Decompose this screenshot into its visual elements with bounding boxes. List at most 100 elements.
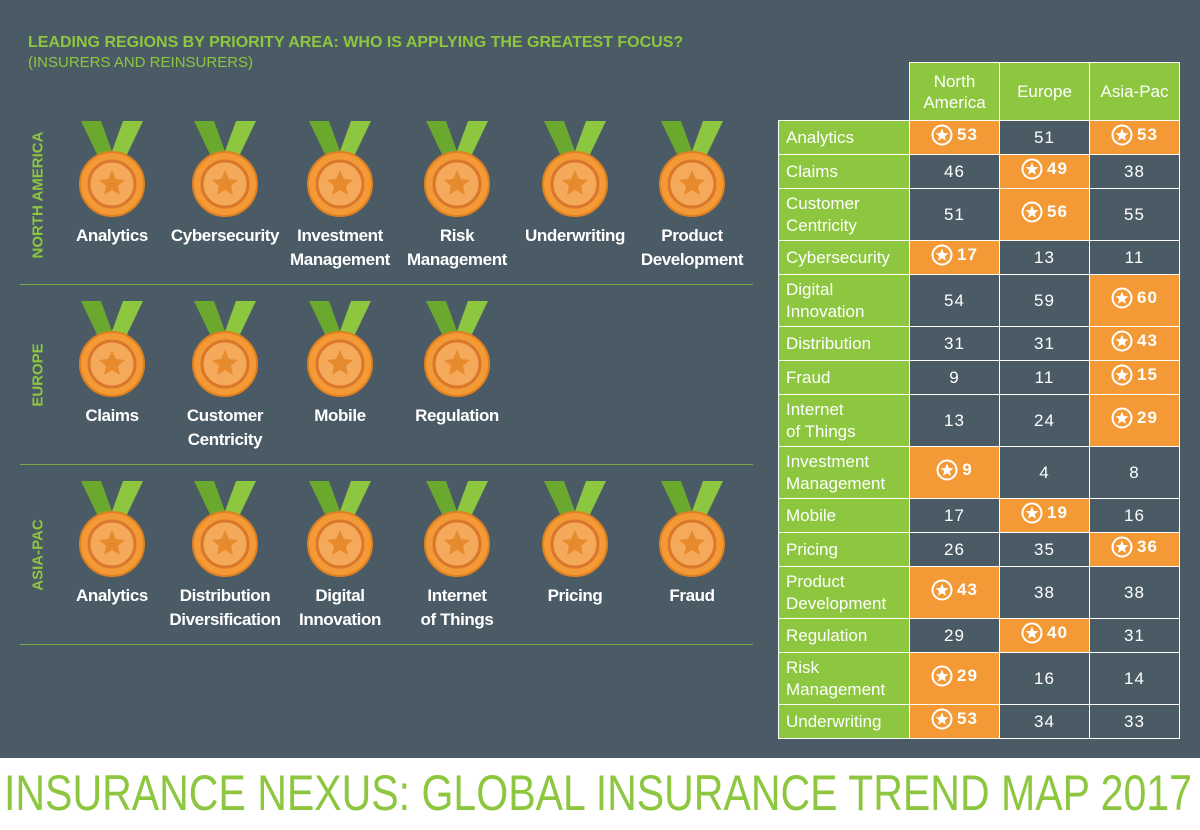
medal-label: Fraud [669, 586, 715, 605]
medal [305, 301, 375, 401]
medal-label: Risk Management [407, 226, 507, 269]
leader-cell: 29 [909, 652, 1000, 705]
region-label: EUROPE [29, 343, 47, 407]
table-row: Analytics 53 51 53 [778, 120, 1180, 155]
table-row: Customer Centricity 51 56 55 [778, 188, 1180, 241]
star-icon [1111, 287, 1133, 309]
star-icon [1021, 158, 1043, 180]
star-icon [1111, 124, 1133, 146]
cell-value: 36 [1137, 537, 1158, 556]
row-label: Distribution [778, 326, 910, 361]
medal [422, 301, 492, 401]
cell-value: 53 [957, 709, 978, 728]
region-label: NORTH AMERICA [29, 131, 47, 259]
star-icon [1111, 364, 1133, 386]
leader-cell: 36 [1089, 532, 1180, 567]
leader-wrap: 43 [931, 579, 978, 601]
medal [190, 481, 260, 581]
cell-value: 26 [909, 532, 1000, 567]
cell-value: 38 [1089, 566, 1180, 619]
blank-header [779, 63, 910, 121]
medal [77, 481, 147, 581]
medal-label: Underwriting [524, 226, 626, 245]
row-label: Underwriting [778, 704, 910, 739]
medal-label: Claims [85, 406, 139, 425]
medal [540, 481, 610, 581]
row-label: Digital Innovation [778, 274, 910, 327]
cell-value: 9 [962, 460, 973, 479]
cell-value: 34 [999, 704, 1090, 739]
row-label: Regulation [778, 618, 910, 653]
leader-cell: 15 [1089, 360, 1180, 395]
leader-cell: 17 [909, 240, 1000, 275]
leader-cell: 56 [999, 188, 1090, 241]
leader-cell: 53 [909, 120, 1000, 155]
column-header: Europe [999, 62, 1090, 121]
row-label: Pricing [778, 532, 910, 567]
cell-value: 54 [909, 274, 1000, 327]
leader-cell: 53 [909, 704, 1000, 739]
cell-value: 51 [909, 188, 1000, 241]
medal-label: Pricing [547, 586, 603, 605]
table-row: Regulation 29 40 31 [778, 618, 1180, 653]
table-row: Risk Management 29 16 14 [778, 652, 1180, 705]
medal-label: Regulation [415, 406, 499, 425]
star-icon [1111, 536, 1133, 558]
separator [20, 284, 753, 285]
row-label: Mobile [778, 498, 910, 533]
column-header: Asia-Pac [1089, 62, 1180, 121]
leader-wrap: 60 [1111, 287, 1158, 309]
star-icon [931, 124, 953, 146]
medal-label: Cybersecurity [170, 226, 280, 245]
medal-label: Product Development [640, 226, 744, 269]
star-icon [931, 665, 953, 687]
star-icon [1111, 330, 1133, 352]
cell-value: 17 [909, 498, 1000, 533]
medal [190, 301, 260, 401]
cell-value: 17 [957, 245, 978, 264]
star-icon [931, 244, 953, 266]
cell-value: 46 [909, 154, 1000, 189]
cell-value: 15 [1137, 365, 1158, 384]
medal [77, 121, 147, 221]
medal [77, 301, 147, 401]
table-row: Fraud 9 11 15 [778, 360, 1180, 395]
cell-value: 31 [999, 326, 1090, 361]
cell-value: 53 [1137, 125, 1158, 144]
leader-cell: 40 [999, 618, 1090, 653]
medal-label: Analytics [76, 586, 148, 605]
leader-wrap: 53 [931, 708, 978, 730]
medal [657, 481, 727, 581]
cell-value: 29 [1137, 408, 1158, 427]
leader-wrap: 17 [931, 244, 978, 266]
cell-value: 14 [1089, 652, 1180, 705]
medal [422, 121, 492, 221]
medal [657, 121, 727, 221]
leader-cell: 9 [909, 446, 1000, 499]
cell-value: 11 [999, 360, 1090, 395]
cell-value: 55 [1089, 188, 1180, 241]
header-row: North America Europe Asia-Pac [779, 62, 1180, 121]
table-row: Internet of Things 13 24 29 [778, 394, 1180, 447]
table-row: Investment Management 9 4 8 [778, 446, 1180, 499]
cell-value: 11 [1089, 240, 1180, 275]
row-label: Claims [778, 154, 910, 189]
cell-value: 8 [1089, 446, 1180, 499]
star-icon [1021, 201, 1043, 223]
footer-text: INSURANCE NEXUS: GLOBAL INSURANCE TREND … [4, 765, 1192, 821]
star-icon [936, 459, 958, 481]
row-label: Internet of Things [778, 394, 910, 447]
cell-value: 51 [999, 120, 1090, 155]
medal-label: Mobile [314, 406, 366, 425]
medal-label: Distribution Diversification [169, 586, 281, 629]
row-label: Risk Management [778, 652, 910, 705]
leader-wrap: 53 [1111, 124, 1158, 146]
cell-value: 38 [999, 566, 1090, 619]
medal-label: Internet of Things [420, 586, 494, 629]
leader-wrap: 49 [1021, 158, 1068, 180]
table-row: Pricing 26 35 36 [778, 532, 1180, 567]
cell-value: 33 [1089, 704, 1180, 739]
cell-value: 56 [1047, 202, 1068, 221]
footer: INSURANCE NEXUS: GLOBAL INSURANCE TREND … [4, 765, 1192, 821]
